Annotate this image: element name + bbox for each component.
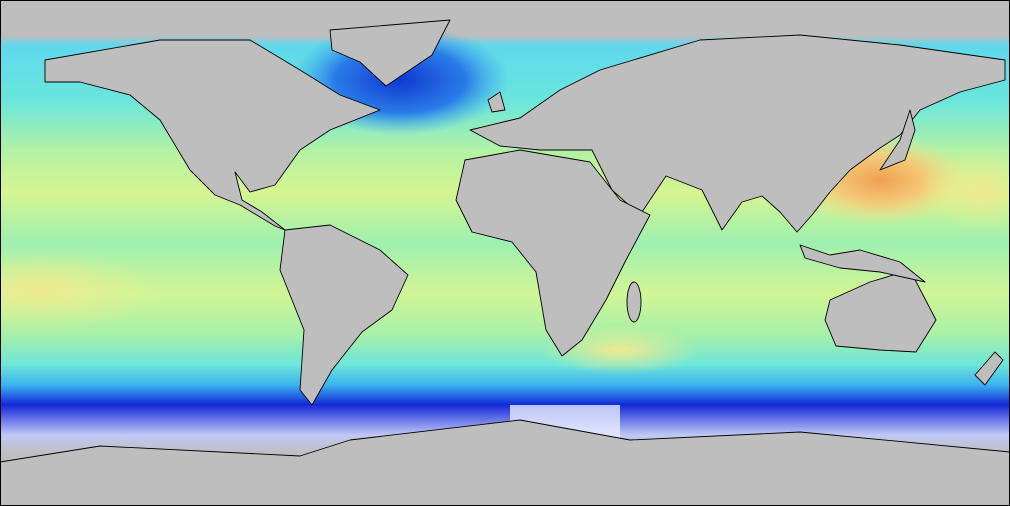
antarctica [0, 419, 1010, 506]
greenland [329, 19, 451, 87]
north-america [44, 39, 381, 231]
south-america [279, 224, 409, 406]
new-zealand [974, 351, 1004, 386]
british-isles [487, 91, 506, 113]
japan [879, 109, 916, 171]
africa [455, 149, 651, 357]
landmasses [0, 19, 1010, 506]
warm-region [920, 150, 1010, 230]
australia [824, 269, 937, 353]
warm-region [0, 250, 160, 330]
indonesia [799, 244, 926, 283]
madagascar [626, 281, 642, 323]
